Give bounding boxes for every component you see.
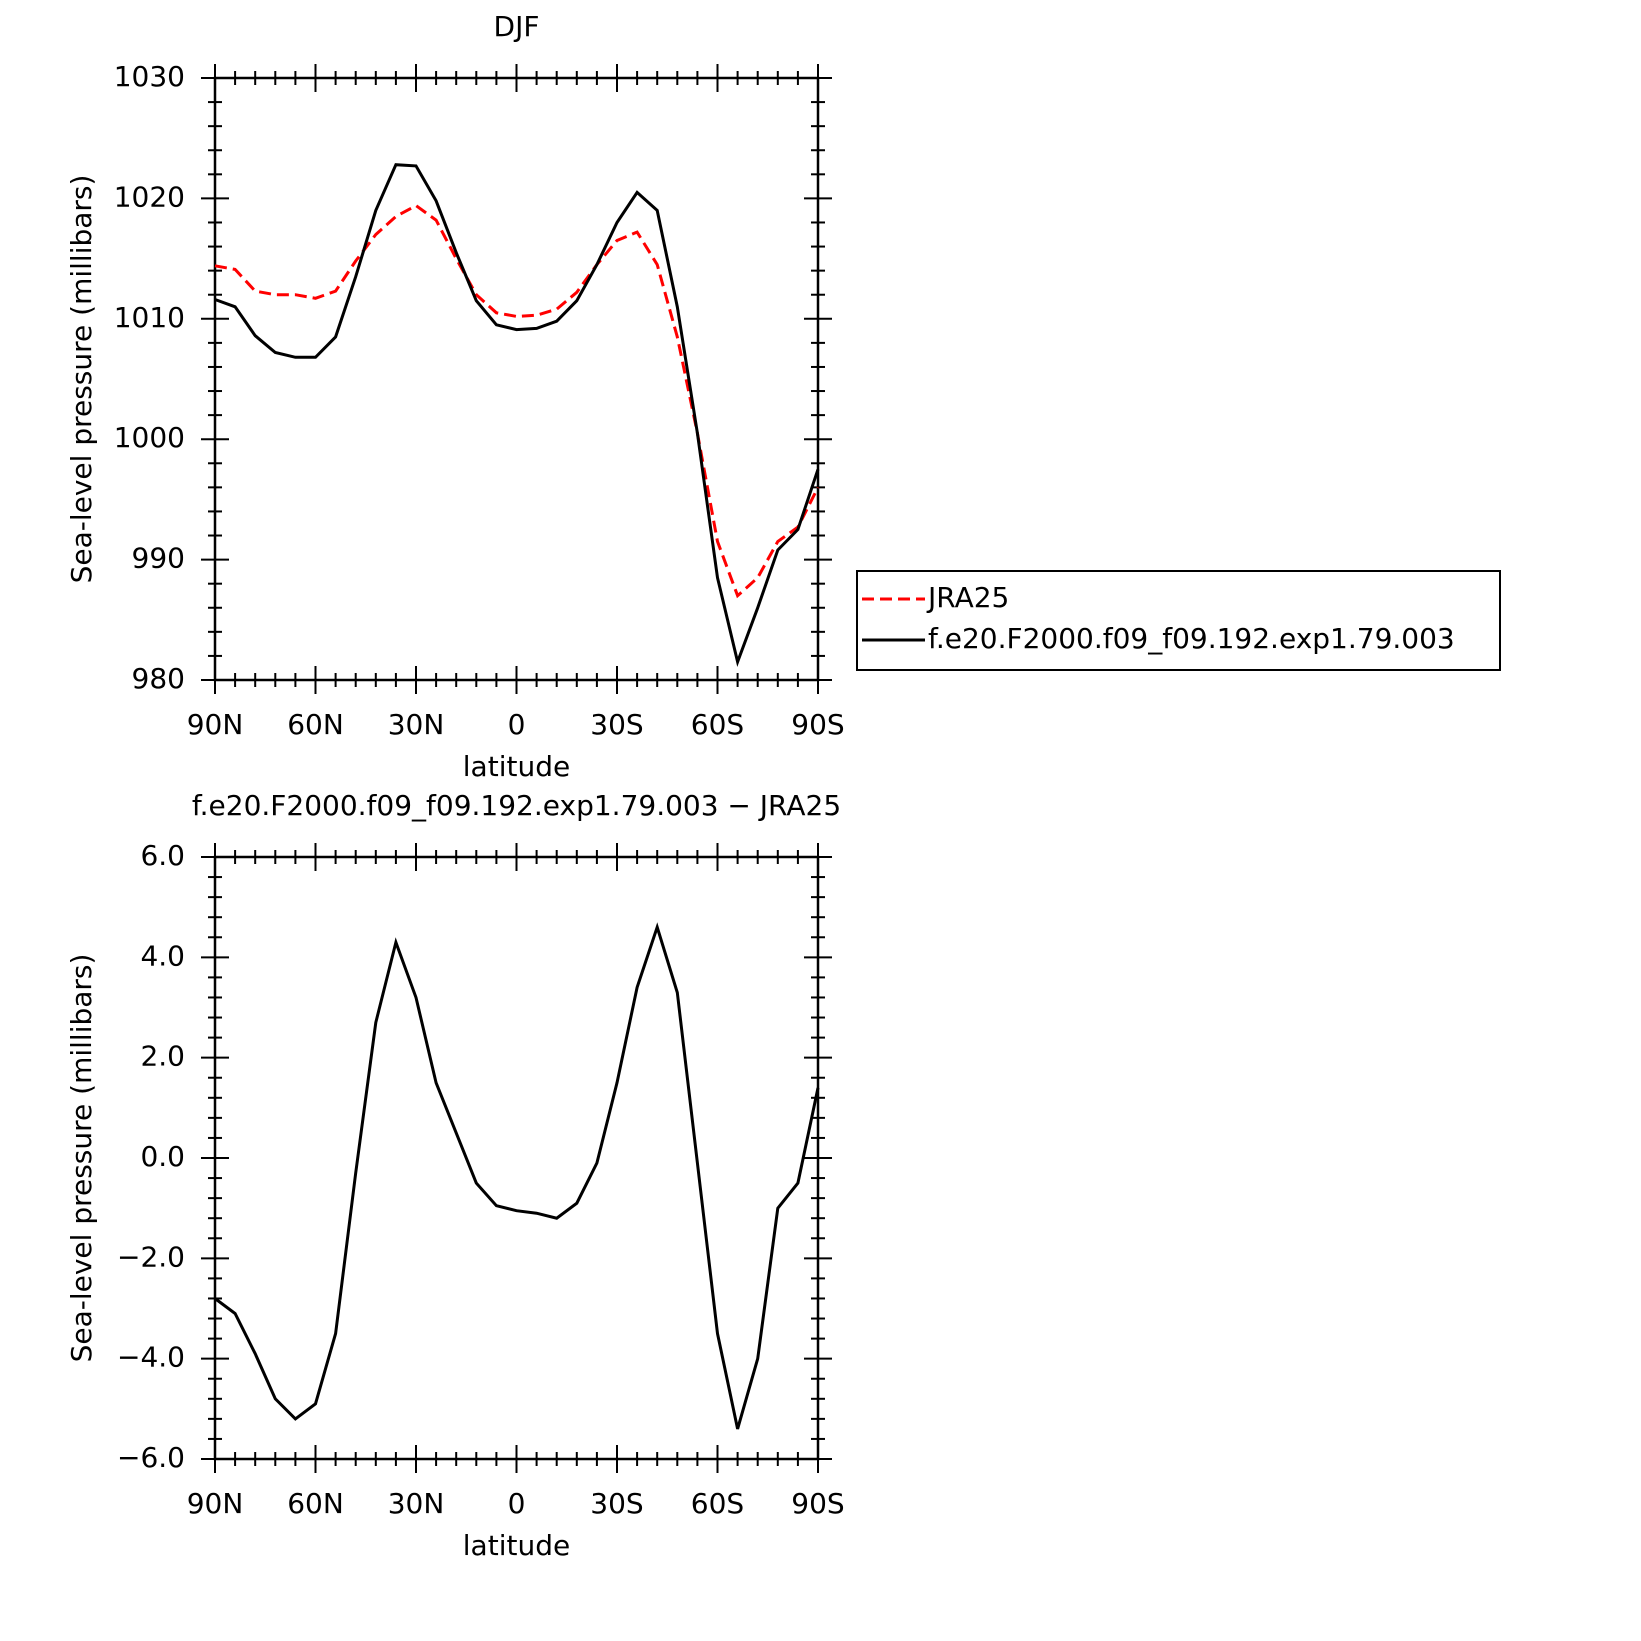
chart-title: DJF	[494, 10, 540, 43]
y-tick-label: 2.0	[140, 1040, 185, 1073]
legend-label: JRA25	[926, 581, 1009, 614]
y-tick-label: 4.0	[140, 939, 185, 972]
y-tick-label: 6.0	[140, 839, 185, 872]
x-tick-label: 30S	[590, 708, 643, 741]
x-tick-label: 0	[508, 1487, 526, 1520]
series-line	[214, 163, 820, 668]
x-tick-label: 90S	[791, 1487, 844, 1520]
y-tick-label: −4.0	[117, 1341, 185, 1374]
legend-box	[856, 570, 1501, 671]
x-tick-label: 0	[508, 708, 526, 741]
x-tick-label: 30S	[590, 1487, 643, 1520]
legend-label: f.e20.F2000.f09_f09.192.exp1.79.003	[928, 622, 1455, 655]
series-line	[214, 922, 820, 1430]
y-tick-label: 1030	[114, 60, 185, 93]
plot-frame	[213, 76, 820, 682]
x-tick-label: 90N	[187, 708, 244, 741]
x-tick-label: 60S	[691, 708, 744, 741]
plot-frame	[213, 855, 820, 1461]
chart-title: f.e20.F2000.f09_f09.192.exp1.79.003 − JR…	[192, 789, 841, 822]
x-axis-label: latitude	[463, 750, 570, 783]
x-tick-label: 60S	[691, 1487, 744, 1520]
y-axis-label: Sea-level pressure (millibars)	[65, 954, 98, 1363]
x-tick-label: 90S	[791, 708, 844, 741]
y-tick-label: 990	[132, 542, 185, 575]
x-tick-label: 60N	[287, 708, 344, 741]
y-tick-label: 980	[132, 662, 185, 695]
y-tick-label: 1010	[114, 301, 185, 334]
series-line	[214, 203, 820, 599]
y-tick-label: 0.0	[140, 1140, 185, 1173]
y-tick-label: 1020	[114, 180, 185, 213]
x-tick-label: 30N	[388, 708, 445, 741]
y-tick-label: −6.0	[117, 1441, 185, 1474]
x-tick-label: 60N	[287, 1487, 344, 1520]
x-tick-label: 90N	[187, 1487, 244, 1520]
x-tick-label: 30N	[388, 1487, 445, 1520]
y-tick-label: 1000	[114, 421, 185, 454]
y-tick-label: −2.0	[117, 1240, 185, 1273]
x-axis-label: latitude	[463, 1529, 570, 1562]
y-axis-label: Sea-level pressure (millibars)	[65, 175, 98, 584]
